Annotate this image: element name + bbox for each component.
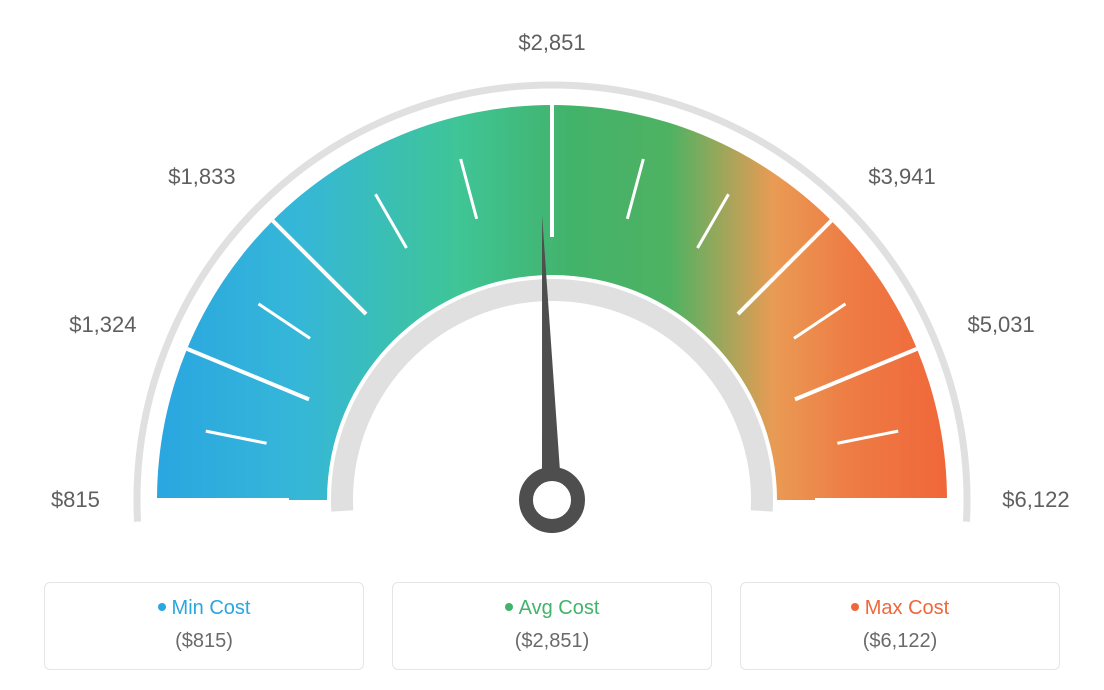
tick-label: $5,031 bbox=[967, 312, 1034, 338]
legend-title-avg: Avg Cost bbox=[393, 597, 711, 620]
tick-label: $6,122 bbox=[1002, 487, 1069, 513]
dot-min bbox=[158, 603, 166, 611]
legend-card-min: Min Cost ($815) bbox=[44, 582, 364, 670]
legend-card-max: Max Cost ($6,122) bbox=[740, 582, 1060, 670]
dot-avg bbox=[505, 603, 513, 611]
legend-card-avg: Avg Cost ($2,851) bbox=[392, 582, 712, 670]
tick-label: $1,833 bbox=[168, 164, 235, 190]
legend-title-max: Max Cost bbox=[741, 597, 1059, 620]
legend-title-max-text: Max Cost bbox=[865, 597, 949, 619]
legend-title-avg-text: Avg Cost bbox=[519, 597, 600, 619]
tick-label: $1,324 bbox=[69, 312, 136, 338]
cost-gauge-chart: $815 $1,324 $1,833 $2,851 $3,941 $5,031 $6,122… bbox=[0, 0, 1104, 690]
tick-label: $3,941 bbox=[868, 164, 935, 190]
legend-title-min: Min Cost bbox=[45, 597, 363, 620]
legend-value-avg: ($2,851) bbox=[393, 630, 711, 653]
gauge-svg bbox=[0, 0, 1104, 560]
dot-max bbox=[851, 603, 859, 611]
tick-label: $2,851 bbox=[518, 30, 585, 56]
tick-label: $815 bbox=[51, 487, 100, 513]
legend-row: Min Cost ($815) Avg Cost ($2,851) Max Co… bbox=[0, 582, 1104, 670]
legend-value-max: ($6,122) bbox=[741, 630, 1059, 653]
legend-value-min: ($815) bbox=[45, 630, 363, 653]
legend-title-min-text: Min Cost bbox=[172, 597, 251, 619]
gauge: $815 $1,324 $1,833 $2,851 $3,941 $5,031 $6,122 bbox=[0, 0, 1104, 560]
